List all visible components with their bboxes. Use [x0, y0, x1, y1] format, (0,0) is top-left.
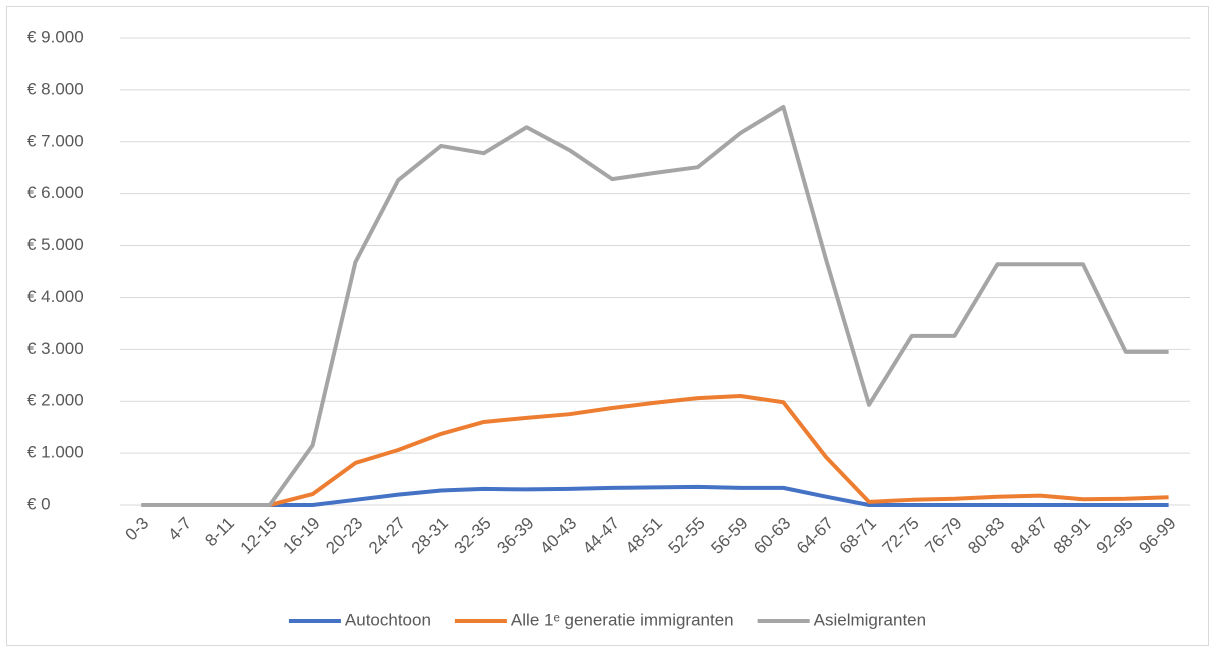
series-line	[141, 484, 1169, 507]
y-tick-label: € 0	[27, 494, 51, 513]
series-line	[141, 105, 1169, 507]
y-tick-label: € 6.000	[27, 183, 84, 202]
legend-label: Autochtoon	[345, 610, 431, 629]
y-tick-label: € 7.000	[27, 131, 84, 150]
y-tick-label: € 4.000	[27, 287, 84, 306]
y-tick-label: € 8.000	[27, 79, 84, 98]
chart-frame	[6, 6, 1209, 646]
legend: Autochtoon Alle 1ᵉ generatie immigranten A…	[288, 610, 926, 629]
y-tick-label: € 3.000	[27, 339, 84, 358]
legend-label: Alle 1ᵉ generatie immigranten	[511, 610, 734, 629]
series-line	[141, 394, 1169, 507]
y-tick-label: € 2.000	[27, 391, 84, 410]
y-tick-label: € 1.000	[27, 443, 84, 462]
legend-label: Asielmigranten	[814, 610, 926, 629]
y-tick-label: € 5.000	[27, 235, 84, 254]
y-tick-label: € 9.000	[27, 27, 84, 46]
